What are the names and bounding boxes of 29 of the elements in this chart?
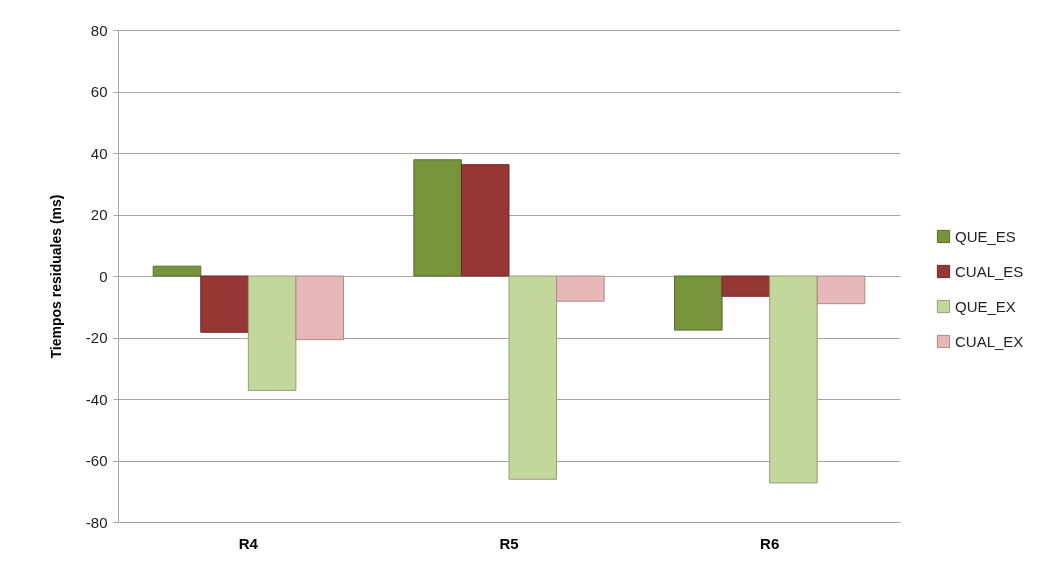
y-tick-label: 40 [90, 144, 108, 162]
bar [152, 265, 202, 277]
bar [508, 275, 558, 480]
bar [721, 275, 771, 297]
x-tick-label: R6 [760, 534, 780, 552]
bar [674, 275, 723, 331]
y-tick-label: -60 [85, 452, 108, 469]
legend-label: QUE_ES [955, 227, 1016, 245]
y-tick-label: 80 [90, 21, 108, 39]
x-tick-label: R4 [238, 534, 259, 552]
y-tick-label: -40 [85, 390, 108, 408]
y-tick-label: -20 [85, 329, 108, 346]
bar [816, 275, 866, 305]
y-tick-label: 0 [99, 267, 108, 285]
bar [769, 275, 818, 484]
bar [556, 275, 605, 302]
bar [200, 275, 249, 333]
bar [413, 159, 462, 277]
bar [295, 275, 344, 341]
y-tick-label: 60 [90, 83, 108, 100]
y-tick-label: -80 [85, 513, 108, 531]
bar [460, 164, 510, 277]
legend-label: CUAL_ES [955, 262, 1024, 280]
legend-label: QUE_EX [955, 297, 1016, 315]
y-axis-title: Tiempos residuales (ms) [47, 194, 64, 359]
y-tick-label: 20 [90, 206, 108, 223]
bar [247, 275, 297, 391]
x-tick-label: R5 [499, 534, 519, 552]
legend-label: CUAL_EX [955, 332, 1024, 350]
